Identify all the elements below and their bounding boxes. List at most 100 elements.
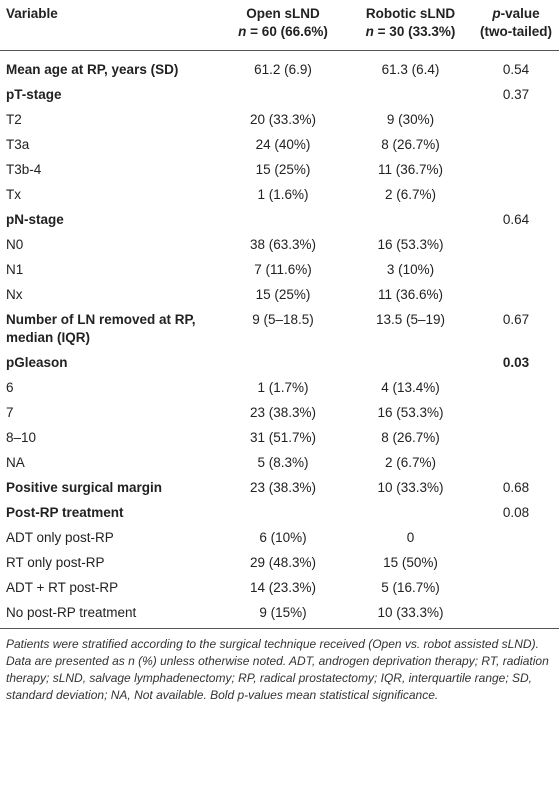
table-row: ADT + RT post-RP 14 (23.3%) 5 (16.7%) <box>0 575 559 600</box>
table-cell: N1 <box>6 262 24 277</box>
table-cell: 16 (53.3%) <box>377 237 444 252</box>
table-cell: No post-RP treatment <box>0 600 218 629</box>
table-cell: Tx <box>6 187 21 202</box>
table-cell: pGleason <box>6 355 68 370</box>
table-cell: 23 (38.3%) <box>249 405 317 420</box>
table-cell <box>473 450 559 475</box>
table-cell <box>348 350 473 375</box>
table-cell: 20 (33.3%) <box>249 112 317 127</box>
header-cell: p-value (two-tailed) <box>473 0 559 51</box>
table-cell: 3 (10%) <box>386 262 435 277</box>
table-cell: 31 (51.7%) <box>249 430 317 445</box>
table-cell: 10 (33.3%) <box>377 480 444 495</box>
table-cell: 5 (16.7%) <box>381 580 440 595</box>
table-cell: 1 (1.6%) <box>257 187 309 202</box>
table-cell <box>473 107 559 132</box>
table-cell <box>473 550 559 575</box>
table-cell: 4 (13.4%) <box>381 380 440 395</box>
table-cell <box>473 375 559 400</box>
table-cell <box>473 400 559 425</box>
table-cell: Mean age at RP, years (SD) <box>6 62 179 77</box>
table-cell: 0.68 <box>502 480 530 495</box>
header-cell: Variable <box>0 0 218 51</box>
table-row: Post-RP treatment 0.08 <box>0 500 559 525</box>
data-table: Variable Open sLND n = 60 (66.6%) Robotic… <box>0 0 559 629</box>
table-row: Nx 15 (25%) 11 (36.6%) <box>0 282 559 307</box>
table-cell: 2 (6.7%) <box>384 455 437 470</box>
table-cell: NA <box>6 455 25 470</box>
table-cell: 6 (10%) <box>259 530 307 545</box>
table-row: 7 23 (38.3%) 16 (53.3%) <box>0 400 559 425</box>
table-cell <box>473 132 559 157</box>
table-cell: 9 (5–18.5) <box>252 312 314 327</box>
table-cell: 15 (50%) <box>383 555 438 570</box>
table-cell <box>348 207 473 232</box>
table-row: T3a 24 (40%) 8 (26.7%) <box>0 132 559 157</box>
table-cell: RT only post-RP <box>6 555 105 570</box>
header-text: Robotic sLND <box>365 6 456 21</box>
table-cell: 0.64 <box>502 212 530 227</box>
table-cell: 7 <box>6 405 14 420</box>
table-cell: 6 <box>6 380 14 395</box>
table-cell <box>473 257 559 282</box>
table-cell <box>473 575 559 600</box>
table-row: N0 38 (63.3%) 16 (53.3%) <box>0 232 559 257</box>
table-cell: 10 (33.3%) <box>348 600 473 629</box>
table-cell: ADT + RT post-RP <box>6 580 119 595</box>
table-cell: 5 (8.3%) <box>257 455 309 470</box>
table-cell: 0.37 <box>502 87 530 102</box>
table-cell: 0.67 <box>502 312 530 327</box>
header-text: p <box>492 6 501 21</box>
header-row: Variable Open sLND n = 60 (66.6%) Robotic… <box>0 0 559 51</box>
table-row: pT-stage 0.37 <box>0 82 559 107</box>
table-cell: 29 (48.3%) <box>249 555 317 570</box>
table-cell <box>348 500 473 525</box>
table-row: NA 5 (8.3%) 2 (6.7%) <box>0 450 559 475</box>
table-cell <box>473 525 559 550</box>
table-cell: 8 (26.7%) <box>381 430 440 445</box>
table-cell <box>348 82 473 107</box>
table-row: N1 7 (11.6%) 3 (10%) <box>0 257 559 282</box>
table-cell: 0.03 <box>502 355 530 370</box>
table-cell: 24 (40%) <box>255 137 311 152</box>
table-row: T3b-4 15 (25%) 11 (36.7%) <box>0 157 559 182</box>
table-row: Mean age at RP, years (SD) 61.2 (6.9) 61.3… <box>0 51 559 83</box>
table-cell: 16 (53.3%) <box>377 405 444 420</box>
table-cell: 61.3 (6.4) <box>381 62 440 77</box>
table-cell: ADT only post-RP <box>6 530 114 545</box>
table-cell: Post-RP treatment <box>6 505 124 520</box>
table-row: 6 1 (1.7%) 4 (13.4%) <box>0 375 559 400</box>
table-cell: T3a <box>6 137 30 152</box>
header-text: n <box>365 24 374 39</box>
table-cell <box>473 182 559 207</box>
table-cell: 8 (26.7%) <box>381 137 440 152</box>
table-cell: T3b-4 <box>6 162 42 177</box>
table-cell <box>473 157 559 182</box>
table-cell: Number of LN removed at RP, median (IQR) <box>6 312 196 345</box>
table-cell: 0 <box>406 530 415 545</box>
table-cell: pN-stage <box>6 212 64 227</box>
table-cell: 0.08 <box>502 505 530 520</box>
table-cell: T2 <box>6 112 22 127</box>
table-row: 8–10 31 (51.7%) 8 (26.7%) <box>0 425 559 450</box>
table-cell: 15 (25%) <box>255 287 311 302</box>
table-cell: 11 (36.6%) <box>377 287 444 302</box>
table-body: Mean age at RP, years (SD) 61.2 (6.9) 61.3… <box>0 51 559 629</box>
header-text: = 60 (66.6%) <box>250 24 328 39</box>
table-cell: 0.54 <box>502 62 530 77</box>
header-text: = 30 (33.3%) <box>377 24 456 39</box>
header-cell: Open sLND n = 60 (66.6%) <box>218 0 348 51</box>
table-row: No post-RP treatment 9 (15%) 10 (33.3%) <box>0 600 559 629</box>
table-cell: 1 (1.7%) <box>257 380 309 395</box>
header-text: Open sLND <box>246 6 320 21</box>
table-cell <box>473 425 559 450</box>
table-row: Tx 1 (1.6%) 2 (6.7%) <box>0 182 559 207</box>
table-cell <box>218 207 348 232</box>
table-row: pGleason 0.03 <box>0 350 559 375</box>
footnote: Patients were stratified according to th… <box>6 637 549 702</box>
table-cell <box>473 600 559 629</box>
table-cell: 2 (6.7%) <box>384 187 437 202</box>
table-row: ADT only post-RP 6 (10%) 0 <box>0 525 559 550</box>
table-cell: 23 (38.3%) <box>249 480 317 495</box>
